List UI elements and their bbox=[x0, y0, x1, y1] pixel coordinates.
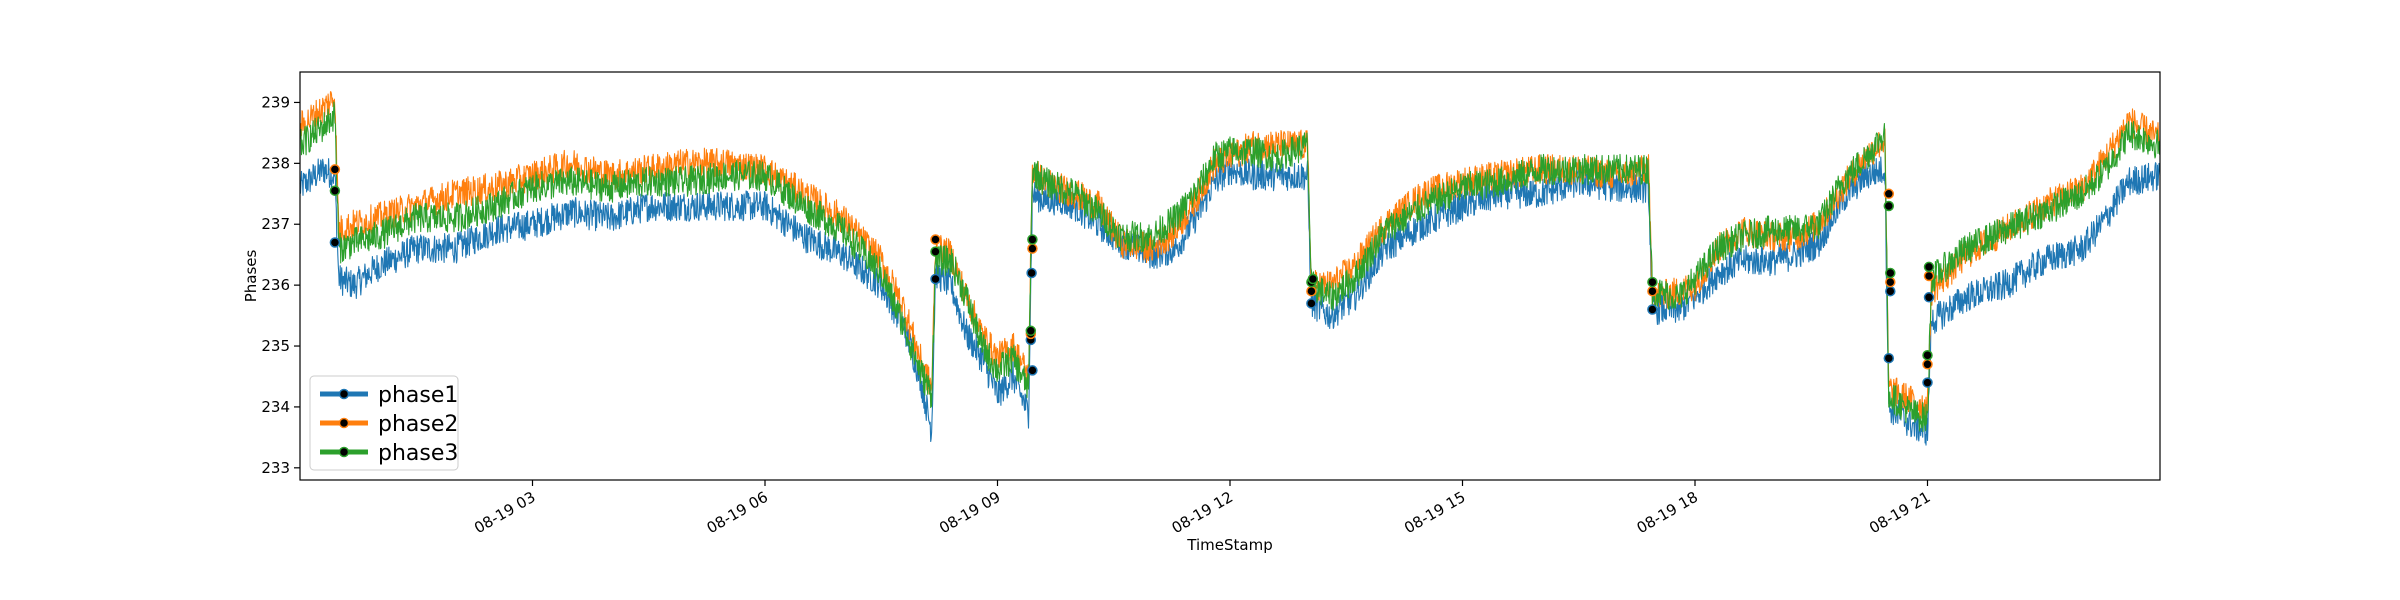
legend-marker-phase2 bbox=[338, 417, 350, 429]
x-axis: 08-19 03 08-19 06 08-19 09 08-19 12 08-19 15… bbox=[471, 480, 1934, 537]
marker-phase2-9 bbox=[1885, 276, 1896, 288]
x-tick-label-21: 08-19 21 bbox=[1866, 488, 1933, 537]
marker-phase2-0 bbox=[329, 164, 341, 175]
series-line-phase1 bbox=[299, 156, 2161, 446]
marker-phase1-10 bbox=[1922, 377, 1933, 388]
x-tick-label-6: 08-19 06 bbox=[704, 488, 771, 537]
legend: phase1 phase2 phase3 bbox=[309, 375, 459, 471]
legend-marker-phase1 bbox=[338, 388, 350, 400]
y-tick-label-236: 236 bbox=[261, 276, 290, 294]
plot-frame bbox=[299, 71, 2161, 481]
marker-phase3-1 bbox=[930, 246, 941, 257]
y-tick-label-238: 238 bbox=[261, 154, 290, 172]
marker-phase2-8 bbox=[1883, 188, 1895, 200]
marker-phase3-3 bbox=[1025, 325, 1037, 337]
y-tick-label-237: 237 bbox=[261, 215, 290, 233]
legend-marker-phase3 bbox=[338, 446, 350, 458]
x-tick-label-15: 08-19 15 bbox=[1401, 488, 1468, 537]
marker-phase3-6 bbox=[1307, 273, 1319, 285]
marker-phase1-11 bbox=[1923, 292, 1935, 303]
marker-phase1-7 bbox=[1647, 304, 1658, 315]
marker-phase3-10 bbox=[1922, 349, 1933, 361]
x-axis-label: TimeStamp bbox=[1186, 536, 1272, 554]
legend-label-phase1: phase1 bbox=[378, 383, 458, 408]
marker-phase1-8 bbox=[1883, 352, 1895, 364]
y-tick-label-235: 235 bbox=[261, 337, 290, 355]
x-tick-label-12: 08-19 12 bbox=[1169, 488, 1236, 537]
marker-phase2-10 bbox=[1922, 359, 1933, 370]
plot-lines bbox=[299, 91, 2161, 446]
legend-box bbox=[309, 375, 459, 471]
marker-phase1-1 bbox=[930, 273, 941, 285]
marker-phase2-7 bbox=[1647, 285, 1658, 297]
marker-phase1-4 bbox=[1026, 267, 1037, 279]
marker-phase3-11 bbox=[1923, 261, 1935, 273]
marker-phase3-0 bbox=[329, 185, 341, 196]
x-tick-label-3: 08-19 03 bbox=[471, 488, 538, 537]
legend-label-phase2: phase2 bbox=[378, 412, 458, 437]
y-axis-label: Phases bbox=[242, 250, 260, 303]
marker-phase2-2 bbox=[1027, 243, 1038, 254]
y-axis: 233 234 235 236 237 238 239 bbox=[261, 93, 300, 477]
marker-phase3-9 bbox=[1885, 267, 1896, 279]
marker-phase1-0 bbox=[329, 237, 341, 248]
legend-label-phase3: phase3 bbox=[378, 441, 458, 466]
marker-phase1-9 bbox=[1885, 285, 1896, 297]
x-tick-label-9: 08-19 09 bbox=[936, 488, 1003, 537]
marker-phase2-5 bbox=[1306, 285, 1317, 297]
marker-phase3-8 bbox=[1883, 200, 1895, 212]
x-tick-label-18: 08-19 18 bbox=[1634, 488, 1701, 537]
marker-phase1-5 bbox=[1306, 298, 1317, 309]
y-tick-label-233: 233 bbox=[261, 459, 290, 477]
y-tick-label-239: 239 bbox=[261, 93, 290, 111]
y-tick-label-234: 234 bbox=[261, 398, 290, 416]
series-line-phase3 bbox=[299, 101, 2161, 433]
plot-markers bbox=[329, 164, 1935, 388]
marker-phase3-7 bbox=[1647, 276, 1658, 288]
marker-phase2-11 bbox=[1923, 270, 1935, 282]
marker-phase2-1 bbox=[930, 234, 941, 245]
marker-phase3-2 bbox=[1027, 234, 1038, 245]
marker-phase1-2 bbox=[1027, 365, 1038, 376]
